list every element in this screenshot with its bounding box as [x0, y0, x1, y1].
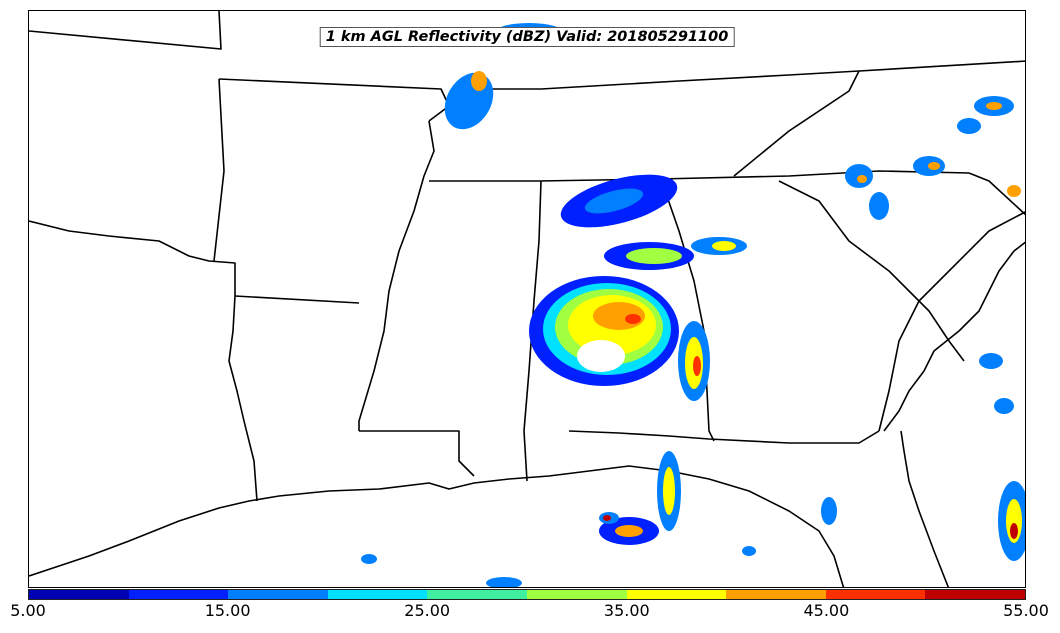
border-line	[568, 430, 880, 444]
echo-blob	[663, 467, 675, 515]
coastline	[29, 465, 845, 587]
echo-blob	[577, 340, 625, 372]
echo-blob	[742, 546, 756, 556]
echo-blob	[626, 248, 682, 264]
coastline	[883, 241, 1025, 432]
border-line	[29, 11, 222, 50]
echo-blob	[361, 554, 377, 564]
border-line	[778, 180, 965, 362]
colorbar-segment	[427, 590, 527, 599]
colorbar-segment	[128, 590, 229, 599]
colorbar-tick-label: 15.00	[204, 601, 251, 620]
echo-blob	[444, 72, 494, 130]
echo-blob	[693, 356, 701, 376]
echo-blob	[1006, 499, 1022, 543]
border-line	[358, 120, 435, 431]
colorbar-tick-label: 55.00	[1003, 601, 1049, 620]
border-line	[429, 170, 970, 182]
border-line	[968, 172, 1025, 216]
colorbar-segment	[825, 590, 926, 599]
colorbar-segment	[626, 590, 727, 599]
map-title: 1 km AGL Reflectivity (dBZ) Valid: 20180…	[319, 27, 735, 47]
echo-blob	[712, 241, 736, 251]
echo-blob	[957, 118, 981, 134]
border-line	[733, 70, 860, 177]
border-line	[218, 78, 450, 122]
echo-blob	[994, 398, 1014, 414]
echo-blob	[625, 314, 641, 324]
border-line	[359, 430, 475, 477]
map-canvas	[29, 11, 1025, 587]
echo-blob	[928, 162, 940, 170]
colorbar-tick-label: 25.00	[404, 601, 451, 620]
echo-blob	[486, 577, 522, 587]
border-line	[234, 295, 360, 304]
colorbar-segment	[925, 590, 1025, 599]
echo-blob	[584, 188, 644, 214]
echo-blob	[821, 497, 837, 525]
echo-blob	[1007, 185, 1021, 197]
coastline	[900, 430, 950, 587]
map-panel: 1 km AGL Reflectivity (dBZ) Valid: 20180…	[28, 10, 1026, 588]
colorbar-segment	[228, 590, 328, 599]
border-line	[29, 220, 258, 502]
border-line	[213, 78, 225, 262]
reflectivity-echoes	[361, 23, 1025, 587]
echo-blob	[471, 71, 487, 91]
colorbar-tick-label: 35.00	[603, 601, 650, 620]
colorbar-tick-label: 5.00	[10, 601, 46, 620]
echo-blob	[986, 102, 1002, 110]
colorbar-segment	[726, 590, 826, 599]
echo-blob	[857, 175, 867, 183]
state-borders	[29, 11, 1025, 587]
echo-blob	[603, 515, 611, 521]
echo-blob	[1010, 523, 1018, 539]
border-line	[878, 211, 1025, 432]
colorbar-segment	[29, 590, 129, 599]
echo-blob	[869, 192, 889, 220]
border-line	[459, 60, 1025, 90]
colorbar	[28, 589, 1026, 600]
echo-blob	[979, 353, 1003, 369]
colorbar-segment	[327, 590, 428, 599]
echo-blob	[615, 525, 643, 537]
colorbar-segment	[526, 590, 627, 599]
colorbar-tick-label: 45.00	[803, 601, 850, 620]
